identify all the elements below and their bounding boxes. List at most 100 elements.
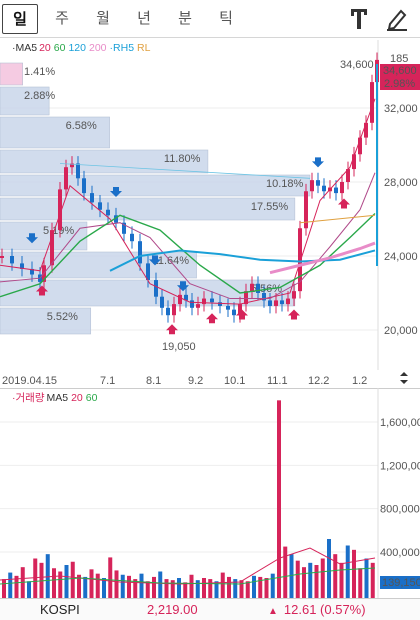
volume-bar (52, 568, 56, 598)
tab-monthly[interactable]: 월 (96, 10, 110, 27)
volume-bar (345, 545, 350, 598)
resistance-line (59, 163, 311, 179)
candle-body (340, 182, 344, 194)
volume-chart-canvas[interactable]: 1,600,000 1,200,000 800,000 400,000 139,150 (0, 388, 420, 598)
volume-bar (308, 562, 313, 598)
candle-body (292, 291, 296, 299)
indicator-settings-icon[interactable] (346, 6, 372, 32)
candle-body (256, 283, 260, 293)
price-tick-label: 32,000 (384, 103, 418, 115)
volume-bar (289, 554, 294, 598)
buy-signal-icon (36, 285, 48, 296)
volume-profile-label: 11.80% (164, 153, 201, 165)
volume-tick-label: 400,000 (380, 547, 420, 559)
price-indicator-legend[interactable]: ·MA5 20 60 120 200 ·RH5 RL (12, 42, 153, 54)
volume-label: ·거래량 (12, 392, 45, 404)
volume-profile-bar (0, 86, 50, 116)
buy-signal-icon (338, 198, 350, 209)
volume-bar (239, 580, 244, 598)
candle-body (178, 294, 182, 305)
index-ticker-bar[interactable]: KOSPI 2,219.00 ▲ 12.61 (0.57%) (0, 598, 420, 620)
volume-profile-label: 17.55% (251, 201, 289, 213)
pane-divider[interactable] (0, 388, 420, 389)
period-tab-bar: 일 주 월 년 분 틱 (0, 0, 420, 38)
tab-minute[interactable]: 분 (178, 10, 192, 27)
volume-ma60-line (0, 567, 376, 585)
candle-body (262, 293, 266, 301)
candle-body (346, 169, 350, 182)
candle-body (218, 302, 222, 306)
volume-bar (264, 578, 269, 598)
ma20-line (0, 172, 376, 300)
up-arrow-icon: ▲ (268, 606, 278, 617)
volume-bar (83, 576, 88, 598)
volume-bar (102, 578, 106, 598)
pen-draw-icon[interactable] (384, 6, 410, 32)
volume-bar (295, 560, 300, 598)
sell-signal-icon (110, 186, 122, 197)
tab-yearly[interactable]: 년 (137, 10, 151, 27)
candle-body (90, 193, 94, 203)
tab-tick[interactable]: 틱 (219, 10, 233, 27)
candle-body (146, 263, 150, 281)
candle-body (232, 309, 236, 316)
change-pct-text: 2.98% (384, 78, 415, 90)
candle-body (202, 298, 206, 305)
volume-profile-bar (0, 174, 311, 197)
volume-bar (252, 575, 256, 598)
price-chart[interactable]: 32,000 28,000 24,000 20,000 1.41% 2.88% 6.58% 1… (0, 40, 420, 370)
ma-label: ·MA5 (12, 42, 38, 54)
x-axis-label: 11.1 (267, 375, 288, 387)
volume-bar (89, 569, 94, 598)
volume-bar (27, 581, 31, 598)
volume-bar (133, 579, 138, 598)
volume-bar (258, 576, 263, 598)
candle-body (322, 185, 326, 192)
volume-profile-label: 6.58% (66, 120, 97, 132)
volume-indicator-legend[interactable]: ·거래량 MA5 20 60 (12, 390, 100, 405)
buy-signal-icon (288, 309, 300, 320)
volume-bar (320, 558, 325, 598)
volume-bar (95, 573, 100, 598)
x-axis-label: 8.1 (146, 375, 161, 387)
candle-body (98, 202, 102, 210)
volume-bar (339, 562, 344, 598)
volume-profile-bar (0, 116, 110, 149)
index-value: 2,219.00 (147, 602, 198, 617)
candle-body (20, 263, 24, 269)
candle-body (30, 268, 34, 275)
candle-body (250, 283, 254, 292)
volume-chart[interactable]: 1,600,000 1,200,000 800,000 400,000 139,150 (0, 388, 420, 598)
volume-bar (227, 576, 231, 598)
volume-bar (177, 578, 181, 598)
price-chart-canvas[interactable]: 32,000 28,000 24,000 20,000 1.41% 2.88% 6.58% 1… (0, 40, 420, 370)
current-price-text: 34,600 (383, 65, 417, 77)
tab-daily[interactable]: 일 (2, 4, 38, 34)
candle-body (190, 300, 194, 308)
candle-body (364, 122, 368, 138)
sell-signal-icon (26, 233, 38, 244)
price-tick-label: 24,000 (384, 251, 418, 263)
candle-body (280, 300, 284, 305)
index-change-value: 12.61 (0.57%) (283, 602, 366, 617)
candle-body (160, 296, 164, 308)
candle-body (238, 304, 242, 316)
volume-bar (270, 573, 275, 598)
sell-signal-icon (177, 281, 189, 292)
volume-bar (145, 581, 150, 598)
tab-weekly[interactable]: 주 (55, 10, 69, 27)
candle-body (138, 241, 142, 264)
volume-ma-label: MA5 (46, 392, 69, 404)
volume-bar (77, 574, 81, 598)
volume-bar (64, 565, 69, 598)
candle-body (196, 304, 200, 308)
x-axis-label: 9.2 (188, 375, 203, 387)
current-volume-tag (380, 576, 420, 589)
volume-profile-bar (0, 149, 209, 174)
volume-profile-bar (0, 221, 88, 251)
candle-body (166, 307, 170, 316)
volume-bar (277, 400, 281, 598)
candle-body (10, 256, 14, 264)
buy-signal-icon (166, 324, 178, 335)
candle-body (0, 256, 4, 258)
